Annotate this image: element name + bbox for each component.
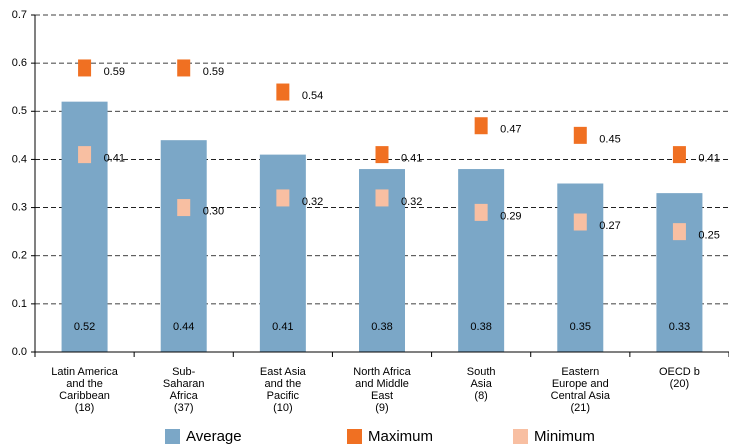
bar-value-label: 0.38 bbox=[470, 321, 491, 333]
marker-value-label: 0.30 bbox=[203, 205, 224, 217]
legend-label: Average bbox=[186, 428, 242, 445]
marker bbox=[672, 223, 686, 241]
legend-label: Maximum bbox=[368, 428, 433, 445]
marker bbox=[375, 146, 389, 164]
y-tick-label: 0.6 bbox=[12, 57, 27, 69]
y-tick-label: 0.0 bbox=[12, 346, 27, 358]
marker-value-label: 0.32 bbox=[401, 196, 422, 208]
marker-value-label: 0.25 bbox=[698, 230, 719, 242]
y-tick-label: 0.7 bbox=[12, 9, 27, 21]
bar-value-label: 0.38 bbox=[371, 321, 392, 333]
bar-value-label: 0.35 bbox=[570, 321, 591, 333]
legend-swatch bbox=[165, 429, 180, 444]
marker-value-label: 0.54 bbox=[302, 90, 323, 102]
marker bbox=[672, 146, 686, 164]
y-tick-label: 0.5 bbox=[12, 105, 27, 117]
legend-label: Minimum bbox=[534, 428, 595, 445]
bar-value-label: 0.41 bbox=[272, 321, 293, 333]
marker bbox=[573, 213, 587, 231]
marker-value-label: 0.41 bbox=[698, 153, 719, 165]
marker-value-label: 0.45 bbox=[599, 133, 620, 145]
bar-value-label: 0.44 bbox=[173, 321, 194, 333]
marker bbox=[78, 59, 92, 77]
marker bbox=[474, 117, 488, 135]
y-tick-label: 0.2 bbox=[12, 250, 27, 262]
y-tick-label: 0.3 bbox=[12, 201, 27, 213]
x-tick-label: South Asia (8) bbox=[466, 366, 496, 402]
bar bbox=[557, 183, 604, 352]
marker-value-label: 0.41 bbox=[401, 153, 422, 165]
x-tick-label: North Africa and Middle East (9) bbox=[353, 366, 411, 414]
marker bbox=[375, 189, 389, 207]
marker bbox=[177, 59, 191, 77]
bar bbox=[61, 101, 108, 353]
marker-value-label: 0.41 bbox=[104, 153, 125, 165]
bar-value-label: 0.52 bbox=[74, 321, 95, 333]
marker bbox=[474, 203, 488, 221]
x-tick-label: Sub- Saharan Africa (37) bbox=[162, 366, 205, 414]
bar bbox=[160, 140, 207, 352]
bar bbox=[259, 154, 306, 352]
bar bbox=[458, 169, 505, 352]
y-tick-label: 0.1 bbox=[12, 298, 27, 310]
x-tick-label: Latin America and the Caribbean (18) bbox=[51, 366, 118, 414]
x-tick-label: East Asia and the Pacific (10) bbox=[259, 366, 306, 414]
marker bbox=[276, 189, 290, 207]
marker-value-label: 0.59 bbox=[203, 66, 224, 78]
marker bbox=[573, 126, 587, 144]
marker-value-label: 0.32 bbox=[302, 196, 323, 208]
y-tick-label: 0.4 bbox=[12, 153, 27, 165]
legend-swatch bbox=[513, 429, 528, 444]
marker-value-label: 0.27 bbox=[599, 220, 620, 232]
bar bbox=[656, 193, 703, 352]
x-tick-label: Eastern Europe and Central Asia (21) bbox=[550, 366, 610, 414]
legend-swatch bbox=[347, 429, 362, 444]
marker bbox=[177, 199, 191, 217]
marker bbox=[78, 146, 92, 164]
bar-value-label: 0.33 bbox=[669, 321, 690, 333]
marker-value-label: 0.59 bbox=[104, 66, 125, 78]
marker-value-label: 0.47 bbox=[500, 124, 521, 136]
x-tick-label: OECD b (20) bbox=[658, 366, 700, 390]
marker bbox=[276, 83, 290, 101]
marker-value-label: 0.29 bbox=[500, 210, 521, 222]
